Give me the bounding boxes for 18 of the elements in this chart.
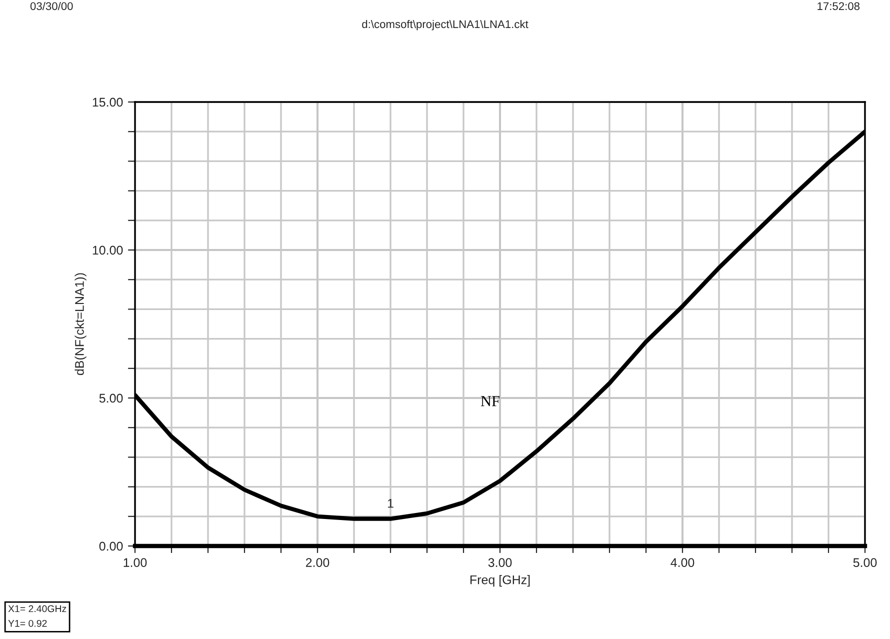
y-tick-label: 15.00 xyxy=(92,98,123,107)
chart-subtitle: d:\comsoft\project\LNA1\LNA1.ckt xyxy=(362,20,528,30)
x-tick-label: 1.00 xyxy=(124,558,147,567)
text: 03/30/00 xyxy=(30,2,73,10)
x-axis-title: Freq [GHz] xyxy=(470,575,530,587)
x-tick-label: 2.00 xyxy=(306,558,330,567)
text: Y1= 0.92 xyxy=(8,620,47,627)
text: X1= 2.40GHz xyxy=(8,605,66,612)
annotation: 1 xyxy=(388,499,394,508)
text: NF xyxy=(480,396,500,406)
text: 17:52:08 xyxy=(818,2,860,10)
y-tick-label: 10.00 xyxy=(92,246,123,255)
x-tick-label: 4.00 xyxy=(670,558,694,567)
y-axis-title: dB(NF(ckt=LNA1)) xyxy=(74,273,86,376)
y-tick-label: 5.00 xyxy=(99,394,123,403)
y-tick-label: 0.00 xyxy=(99,542,123,551)
x-tick-label: 3.00 xyxy=(488,558,512,567)
x-tick-label: 5.00 xyxy=(853,558,877,567)
